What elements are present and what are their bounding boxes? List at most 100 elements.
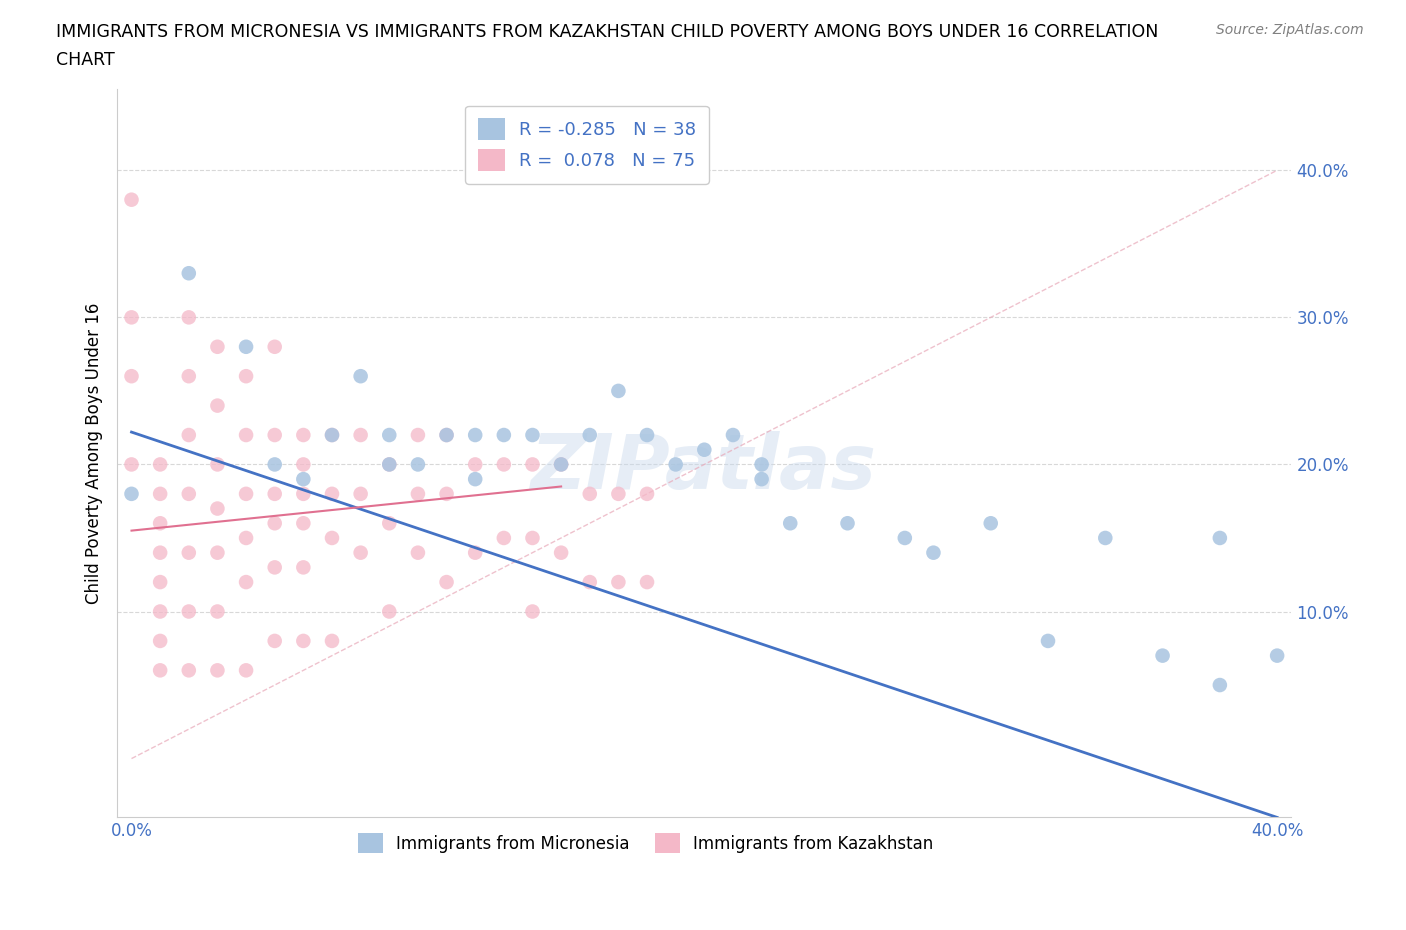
Point [1094,530,1116,545]
Text: Source: ZipAtlas.com: Source: ZipAtlas.com [1216,23,1364,37]
Text: IMMIGRANTS FROM MICRONESIA VS IMMIGRANTS FROM KAZAKHSTAN CHILD POVERTY AMONG BOY: IMMIGRANTS FROM MICRONESIA VS IMMIGRANTS… [56,23,1159,41]
Point [263,486,285,501]
Point [207,663,229,678]
Point [207,457,229,472]
Point [292,486,315,501]
Point [177,545,200,560]
Point [235,575,257,590]
Point [235,428,257,443]
Point [177,486,200,501]
Point [177,604,200,619]
Point [321,486,343,501]
Point [522,457,544,472]
Point [149,633,172,648]
Point [492,530,515,545]
Point [321,428,343,443]
Point [378,428,401,443]
Point [636,486,658,501]
Point [578,486,600,501]
Point [121,369,143,384]
Point [607,383,630,398]
Point [1209,678,1232,693]
Point [378,604,401,619]
Point [492,428,515,443]
Point [149,486,172,501]
Point [121,193,143,207]
Point [177,310,200,325]
Point [464,472,486,486]
Point [349,486,371,501]
Point [578,428,600,443]
Point [149,575,172,590]
Point [207,339,229,354]
Point [1209,530,1232,545]
Point [235,339,257,354]
Y-axis label: Child Poverty Among Boys Under 16: Child Poverty Among Boys Under 16 [86,303,103,604]
Point [321,633,343,648]
Point [550,545,572,560]
Point [436,428,458,443]
Point [522,604,544,619]
Point [464,545,486,560]
Point [149,663,172,678]
Point [665,457,688,472]
Point [121,310,143,325]
Point [263,516,285,531]
Point [177,663,200,678]
Point [550,457,572,472]
Point [436,486,458,501]
Point [779,516,801,531]
Point [436,575,458,590]
Point [492,457,515,472]
Point [207,501,229,516]
Point [292,633,315,648]
Point [464,428,486,443]
Point [121,457,143,472]
Point [235,530,257,545]
Point [1036,633,1059,648]
Point [406,486,429,501]
Point [177,428,200,443]
Point [149,604,172,619]
Point [837,516,859,531]
Point [1152,648,1174,663]
Point [207,545,229,560]
Point [349,545,371,560]
Point [177,266,200,281]
Point [321,428,343,443]
Point [464,457,486,472]
Point [636,575,658,590]
Point [321,530,343,545]
Point [980,516,1002,531]
Point [607,575,630,590]
Point [522,428,544,443]
Point [292,560,315,575]
Point [721,428,744,443]
Point [607,486,630,501]
Legend: Immigrants from Micronesia, Immigrants from Kazakhstan: Immigrants from Micronesia, Immigrants f… [352,827,941,860]
Point [263,339,285,354]
Point [578,575,600,590]
Point [292,457,315,472]
Point [406,457,429,472]
Point [263,428,285,443]
Point [121,486,143,501]
Point [207,604,229,619]
Point [292,472,315,486]
Point [207,398,229,413]
Point [378,457,401,472]
Point [378,516,401,531]
Point [149,516,172,531]
Point [349,428,371,443]
Point [292,428,315,443]
Point [149,545,172,560]
Point [922,545,945,560]
Point [693,443,716,458]
Point [406,428,429,443]
Point [149,457,172,472]
Point [235,369,257,384]
Point [235,663,257,678]
Point [636,428,658,443]
Text: CHART: CHART [56,51,115,69]
Point [263,633,285,648]
